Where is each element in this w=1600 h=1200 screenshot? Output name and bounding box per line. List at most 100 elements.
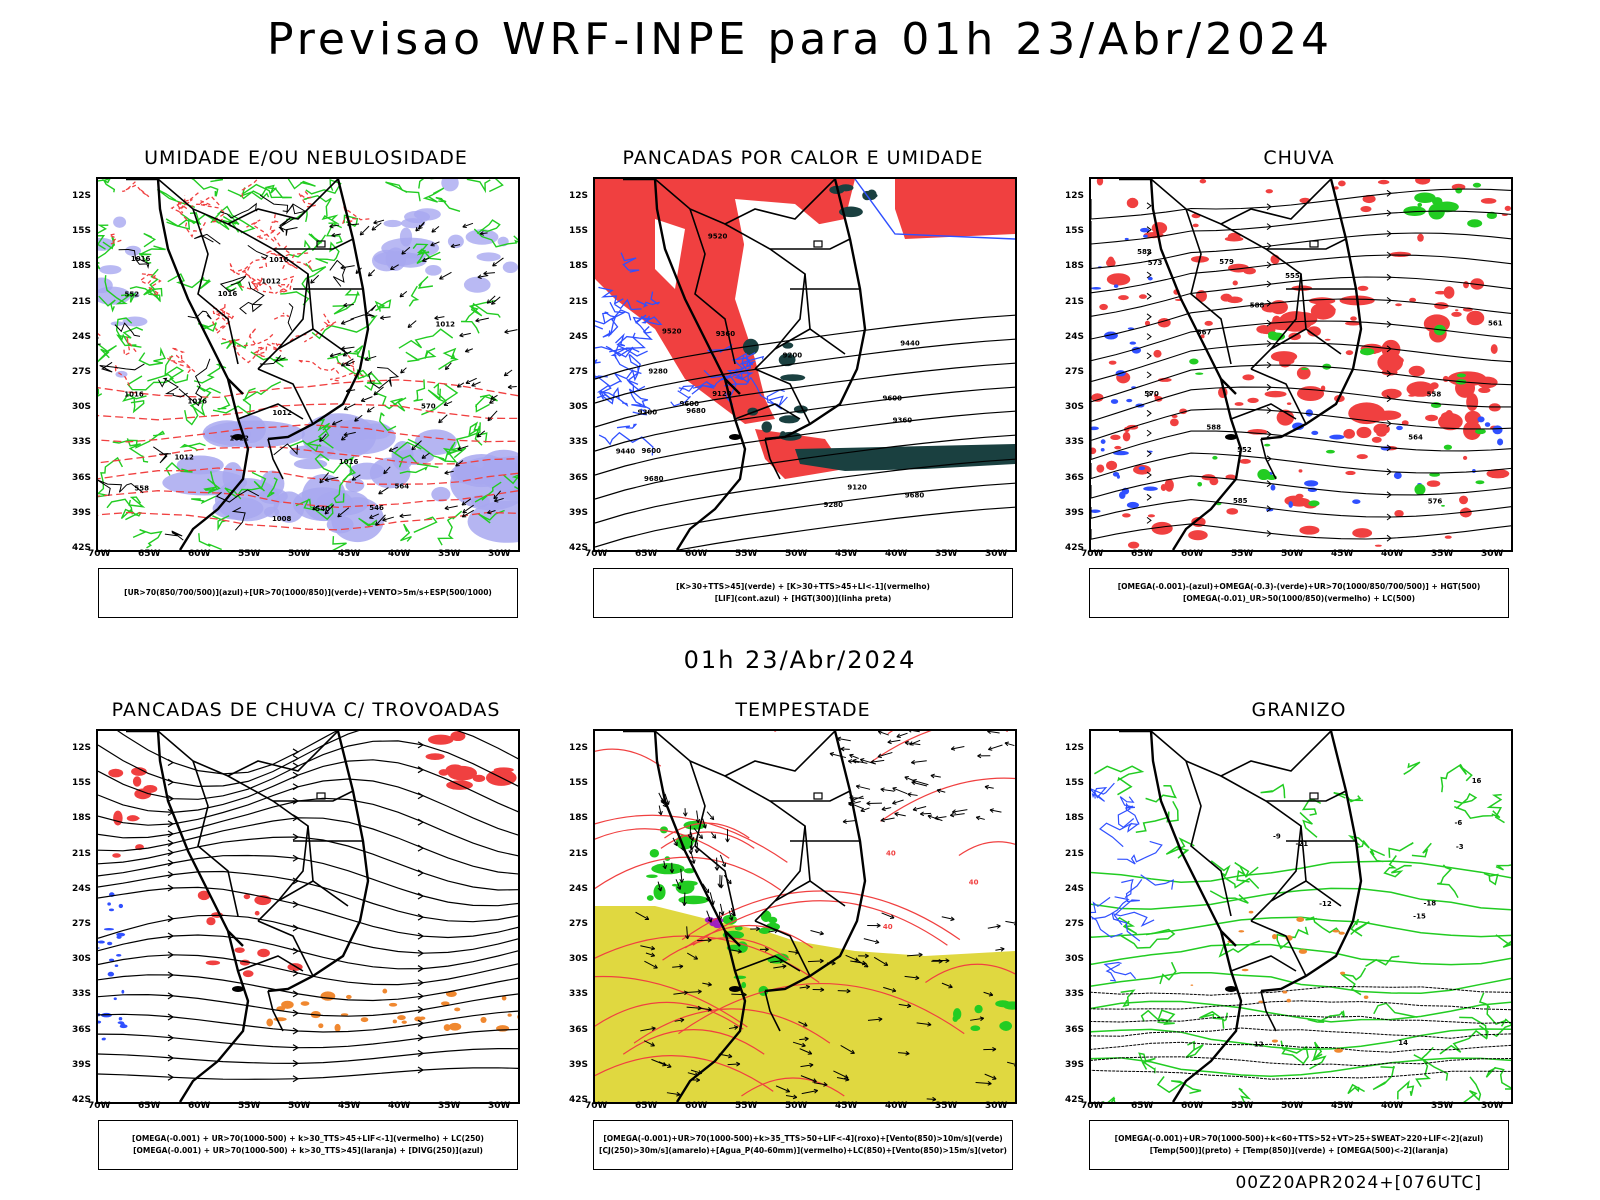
lon-tick-label: 35W [1431, 549, 1454, 559]
lon-tick-label: 55W [238, 549, 261, 559]
lat-tick-label: 24S [1065, 883, 1085, 894]
contour-label: 9200 [783, 352, 803, 360]
lat-tick-label: 36S [72, 472, 92, 483]
lat-tick-label: 42S [569, 1095, 589, 1105]
legend-box: [OMEGA(-0.001) + UR>70(1000-500) + k>30_… [98, 1120, 518, 1170]
lat-tick-label: 33S [72, 437, 92, 448]
legend-text: [OMEGA(-0.01)_UR>50(1000/850)(vermelho) … [1182, 594, 1416, 603]
contour-label: 9520 [662, 328, 682, 336]
lon-tick-label: 65W [1131, 549, 1154, 559]
contour-label: 552 [1237, 446, 1252, 454]
lat-tick-label: 15S [72, 226, 92, 237]
lat-tick-label: 15S [569, 778, 589, 789]
contour-label: 558 [1427, 390, 1442, 398]
contour-label: 579 [1219, 258, 1234, 266]
lat-tick-label: 18S [1065, 813, 1085, 824]
legend-text: [OMEGA(-0.001) + UR>70(1000-500) + k>30_… [132, 1134, 484, 1143]
contour-label: 9680 [686, 407, 706, 415]
lon-tick-label: 55W [1231, 1101, 1254, 1111]
lat-tick-label: 39S [569, 1059, 589, 1070]
map-panel: 1012 1016 1012 1016 1016 1008 1016 1012 1012 1016… [96, 177, 520, 552]
contour-label: 16 [1472, 777, 1482, 785]
lon-tick-label: 70W [1081, 1101, 1104, 1111]
legend-box: [UR>70(850/700/500)](azul)+[UR>70(1000/8… [98, 568, 518, 618]
contour-label: 1012 [261, 278, 281, 286]
lon-tick-label: 50W [1281, 1101, 1304, 1111]
legend-box: [OMEGA(-0.001)+UR>70(1000-500)+k<60+TTS>… [1089, 1120, 1509, 1170]
lat-tick-label: 24S [72, 331, 92, 342]
contour-label: -9 [1273, 832, 1281, 840]
lon-tick-label: 60W [188, 1101, 211, 1111]
lon-tick-label: 30W [488, 549, 511, 559]
lon-tick-label: 35W [935, 1101, 958, 1111]
contour-label: 9360 [716, 330, 736, 338]
lat-tick-label: 24S [569, 331, 589, 342]
lat-tick-label: 30S [72, 954, 92, 965]
contour-label: -6 [1454, 819, 1462, 827]
lat-tick-label: 21S [569, 296, 589, 307]
lat-tick-label: 24S [72, 883, 92, 894]
contour-label: 552 [125, 291, 140, 299]
map-panel [96, 729, 520, 1104]
contour-label: 546 [369, 504, 384, 512]
lat-tick-label: 39S [1065, 1059, 1085, 1070]
contour-label: 9600 [882, 394, 902, 402]
contour-label: 555 [1285, 272, 1300, 280]
lon-tick-label: 35W [438, 549, 461, 559]
lat-tick-label: 18S [72, 261, 92, 272]
lat-tick-label: 39S [569, 507, 589, 518]
legend-text: [Temp(500)](preto) + [Temp(850)](verde) … [1149, 1146, 1449, 1155]
lat-tick-label: 21S [1065, 296, 1085, 307]
lat-tick-label: 33S [72, 989, 92, 1000]
contour-label: 1016 [131, 255, 151, 263]
lon-tick-label: 30W [985, 549, 1008, 559]
lat-tick-label: 12S [1065, 743, 1085, 753]
run-info: 00Z20APR2024+[076UTC] [1235, 1173, 1482, 1193]
panel-title: CHUVA [1263, 147, 1335, 169]
lon-tick-label: 45W [835, 1101, 858, 1111]
lat-tick-label: 18S [1065, 261, 1085, 272]
lon-tick-label: 30W [488, 1101, 511, 1111]
lat-tick-label: 30S [1065, 402, 1085, 413]
panel-title: UMIDADE E/OU NEBULOSIDADE [144, 147, 468, 169]
lon-tick-label: 50W [785, 1101, 808, 1111]
contour-label: 1016 [218, 290, 238, 298]
legend-text: [OMEGA(-0.001)+UR>70(1000-500)+k>35_TTS>… [603, 1134, 1003, 1143]
lat-tick-label: 42S [1065, 1095, 1085, 1105]
lon-tick-label: 45W [1331, 1101, 1354, 1111]
lon-tick-label: 65W [138, 549, 161, 559]
map-svg: 9680968096009680960095209440936092809200… [595, 179, 1015, 550]
contour-label: 1016 [188, 397, 208, 405]
legend-box: [OMEGA(-0.001)-(azul)+OMEGA(-0.3)-(verde… [1089, 568, 1509, 618]
lon-tick-label: 40W [1381, 1101, 1404, 1111]
contour-label: 1012 [174, 453, 194, 461]
lat-tick-label: 12S [72, 191, 92, 201]
contour-label: 9200 [638, 409, 658, 417]
lon-tick-label: 55W [735, 549, 758, 559]
contour-label: 564 [1408, 433, 1423, 441]
lon-tick-label: 35W [935, 549, 958, 559]
contour-label: 588 [1250, 301, 1265, 309]
valid-time-title: 01h 23/Abr/2024 [683, 646, 917, 674]
lat-tick-label: 33S [569, 989, 589, 1000]
lon-tick-label: 40W [885, 1101, 908, 1111]
contour-label: 9360 [893, 417, 913, 425]
lon-tick-label: 60W [685, 1101, 708, 1111]
lat-tick-label: 27S [72, 367, 92, 377]
lon-tick-label: 45W [338, 1101, 361, 1111]
lon-tick-label: 60W [1181, 549, 1204, 559]
lon-tick-label: 65W [635, 549, 658, 559]
lat-tick-label: 33S [569, 437, 589, 448]
lon-tick-label: 45W [835, 549, 858, 559]
contour-label: 14 [1398, 1039, 1408, 1047]
lat-tick-label: 21S [72, 848, 92, 859]
legend-text: [OMEGA(-0.001)+UR>70(1000-500)+k<60+TTS>… [1114, 1134, 1484, 1143]
lon-tick-label: 45W [1331, 549, 1354, 559]
map-svg [98, 731, 518, 1102]
map-panel: 588 588 585 582 579 576 573 570 567 564 561 558 555 5… [1089, 177, 1513, 552]
lon-tick-label: 50W [288, 549, 311, 559]
lon-tick-label: 50W [288, 1101, 311, 1111]
contour-label: -3 [1456, 843, 1464, 851]
lon-tick-label: 65W [138, 1101, 161, 1111]
